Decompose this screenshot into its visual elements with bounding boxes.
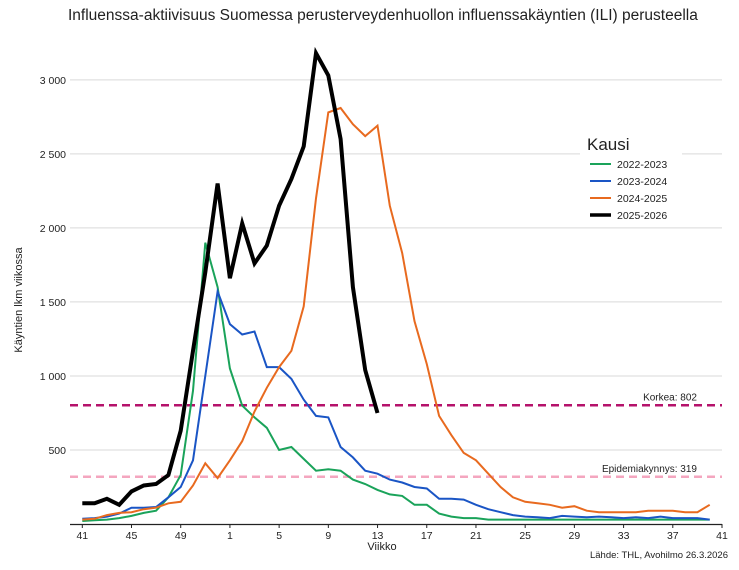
reference-label-korkea: Korkea: 802 bbox=[643, 392, 697, 403]
reference-lines: Korkea: 802 Epidemiakynnys: 319 bbox=[70, 392, 722, 479]
x-tick-label: 41 bbox=[716, 530, 728, 542]
series-line-2024-2025 bbox=[82, 106, 711, 521]
reference-label-epidemiakynnys: Epidemiakynnys: 319 bbox=[602, 464, 697, 475]
y-axis-label: Käyntien lkm viikossa bbox=[13, 247, 25, 353]
x-tick-label: 5 bbox=[276, 530, 282, 542]
x-tick-label: 1 bbox=[227, 530, 233, 542]
gridlines bbox=[70, 79, 722, 451]
legend: Kausi 2022-2023 2023-2024 2024-2025 2025-20… bbox=[580, 128, 682, 226]
legend-label-2023-2024: 2023-2024 bbox=[617, 176, 667, 188]
y-tick-label: 1 000 bbox=[40, 371, 66, 383]
series-line-2025-2026 bbox=[82, 46, 380, 508]
series-line-2023-2024 bbox=[82, 287, 710, 521]
chart-title: Influenssa-aktiivisuus Suomessa peruster… bbox=[68, 7, 698, 24]
y-tick-label: 500 bbox=[48, 445, 66, 457]
x-tick-label: 29 bbox=[569, 530, 581, 542]
legend-background bbox=[580, 128, 682, 226]
y-tick-label: 1 500 bbox=[40, 297, 66, 309]
x-axis-label: Viikko bbox=[367, 541, 396, 553]
x-tick-label: 33 bbox=[618, 530, 630, 542]
x-tick-label: 45 bbox=[126, 530, 138, 542]
series-line-2022-2023 bbox=[82, 242, 710, 522]
y-tick-label: 3 000 bbox=[40, 75, 66, 87]
source-note: Lähde: THL, Avohilmo 26.3.2026 bbox=[590, 550, 728, 561]
x-tick-label: 49 bbox=[175, 530, 187, 542]
x-tick-label: 17 bbox=[421, 530, 433, 542]
legend-title: Kausi bbox=[587, 135, 630, 154]
x-axis-ticks: 41 45 49 1 5 9 13 17 21 25 29 33 37 41 bbox=[76, 524, 728, 542]
x-tick-label: 9 bbox=[325, 530, 331, 542]
legend-label-2024-2025: 2024-2025 bbox=[617, 193, 667, 205]
legend-label-2022-2023: 2022-2023 bbox=[617, 159, 667, 171]
x-tick-label: 21 bbox=[470, 530, 482, 542]
legend-label-2025-2026: 2025-2026 bbox=[617, 210, 667, 222]
x-tick-label: 41 bbox=[76, 530, 88, 542]
series-lines bbox=[82, 46, 711, 522]
x-tick-label: 37 bbox=[667, 530, 679, 542]
x-tick-label: 13 bbox=[372, 530, 384, 542]
y-axis-ticks: 500 1 000 1 500 2 000 2 500 3 000 bbox=[40, 75, 66, 457]
y-tick-label: 2 000 bbox=[40, 223, 66, 235]
y-tick-label: 2 500 bbox=[40, 149, 66, 161]
x-tick-label: 25 bbox=[519, 530, 531, 542]
